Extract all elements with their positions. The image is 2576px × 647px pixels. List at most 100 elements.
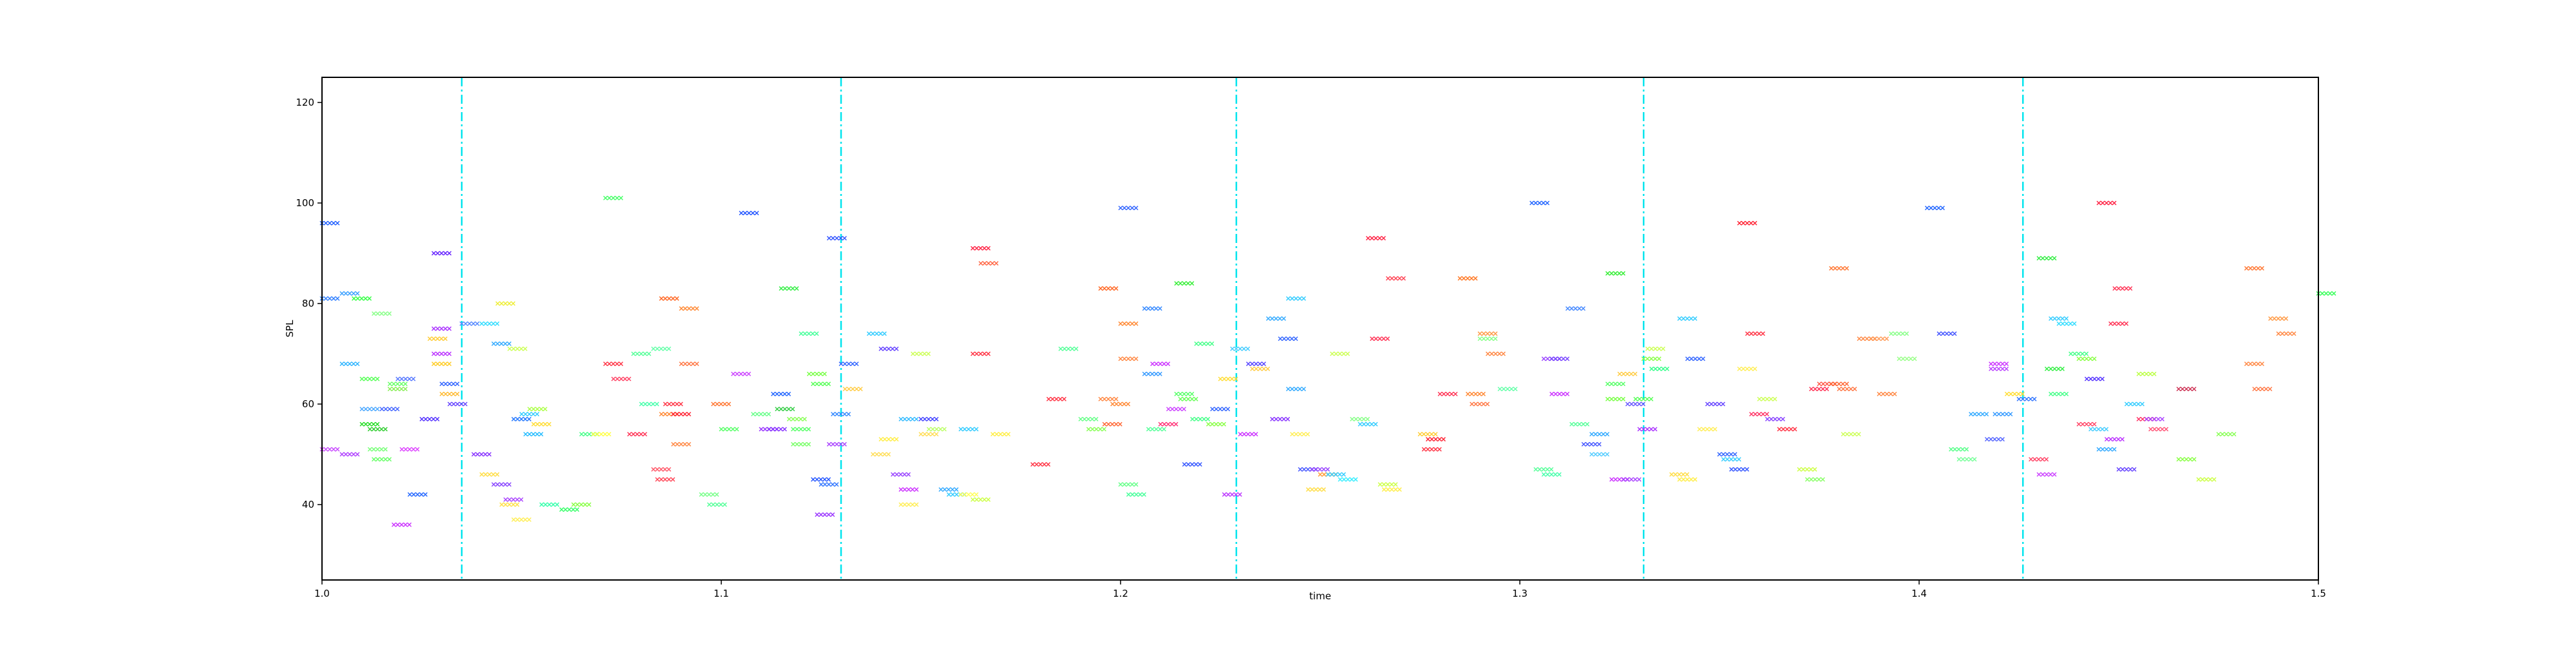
data-point bbox=[1637, 427, 1658, 432]
data-point bbox=[1549, 356, 1570, 362]
data-point bbox=[387, 387, 408, 392]
data-point bbox=[1993, 412, 2013, 417]
data-point bbox=[699, 492, 719, 497]
data-point bbox=[491, 341, 512, 346]
data-point bbox=[2096, 447, 2117, 452]
data-point bbox=[431, 326, 452, 331]
data-point bbox=[519, 412, 540, 417]
data-point bbox=[842, 387, 863, 392]
data-point bbox=[1565, 306, 1586, 311]
data-point bbox=[1110, 401, 1131, 407]
data-point bbox=[1250, 366, 1271, 371]
data-point bbox=[1477, 336, 1498, 342]
data-point bbox=[706, 502, 727, 507]
data-point bbox=[1757, 396, 1777, 401]
data-point bbox=[531, 421, 552, 427]
data-point bbox=[1581, 441, 1602, 447]
data-point bbox=[1633, 396, 1654, 401]
data-point bbox=[2049, 391, 2069, 396]
data-point bbox=[2252, 387, 2273, 392]
data-point bbox=[511, 517, 532, 522]
data-point bbox=[1146, 427, 1166, 432]
data-point bbox=[898, 487, 919, 492]
data-point bbox=[1677, 477, 1698, 482]
data-point bbox=[459, 321, 480, 326]
data-point bbox=[1984, 437, 2005, 442]
data-point bbox=[367, 447, 388, 452]
data-point bbox=[891, 472, 911, 477]
data-point bbox=[811, 477, 831, 482]
data-point bbox=[1190, 416, 1211, 421]
data-point bbox=[1265, 316, 1286, 321]
data-point bbox=[2036, 472, 2057, 477]
data-point bbox=[1158, 421, 1179, 427]
data-point bbox=[679, 362, 699, 367]
data-point bbox=[651, 467, 672, 472]
data-point bbox=[878, 346, 899, 351]
data-point bbox=[739, 211, 759, 216]
data-point bbox=[431, 251, 452, 256]
data-point bbox=[631, 351, 652, 356]
data-point bbox=[571, 502, 592, 507]
data-point bbox=[663, 401, 683, 407]
data-point bbox=[2076, 421, 2097, 427]
data-point bbox=[439, 391, 460, 396]
data-point bbox=[791, 441, 811, 447]
data-point bbox=[539, 502, 560, 507]
data-point bbox=[1310, 467, 1331, 472]
data-point bbox=[1641, 356, 1662, 362]
data-point bbox=[2004, 391, 2025, 396]
data-point bbox=[352, 296, 372, 301]
data-point bbox=[471, 452, 492, 457]
data-point bbox=[786, 416, 807, 421]
data-point bbox=[419, 416, 440, 421]
data-point bbox=[958, 427, 979, 432]
data-point bbox=[1649, 366, 1670, 371]
data-point bbox=[771, 391, 791, 396]
data-point bbox=[1118, 206, 1139, 211]
data-point bbox=[1030, 462, 1051, 467]
data-point bbox=[1956, 457, 1977, 462]
data-point bbox=[1098, 286, 1119, 291]
data-point bbox=[1829, 266, 1850, 271]
data-point bbox=[731, 371, 752, 376]
data-point bbox=[479, 472, 500, 477]
data-point bbox=[1765, 416, 1785, 421]
data-point bbox=[1210, 407, 1231, 412]
data-point bbox=[1937, 331, 1957, 336]
data-point bbox=[719, 427, 739, 432]
data-point bbox=[2069, 351, 2089, 356]
data-point bbox=[639, 401, 659, 407]
data-point bbox=[2316, 291, 2336, 296]
data-point bbox=[1737, 366, 1757, 371]
data-point bbox=[1837, 387, 1857, 392]
data-point bbox=[1182, 462, 1202, 467]
data-point bbox=[671, 441, 692, 447]
x-tick-label: 1.5 bbox=[2311, 588, 2326, 599]
data-point bbox=[2244, 266, 2264, 271]
x-tick-label: 1.2 bbox=[1113, 588, 1128, 599]
data-point bbox=[871, 452, 891, 457]
data-point bbox=[1078, 416, 1099, 421]
data-point bbox=[1381, 487, 1402, 492]
data-point bbox=[2108, 321, 2129, 326]
x-axis: 1.0 1.1 1.2 1.3 1.4 1.5 bbox=[314, 580, 2326, 599]
y-tick-label: 100 bbox=[296, 197, 314, 209]
data-point bbox=[775, 407, 795, 412]
data-point bbox=[499, 502, 520, 507]
data-point bbox=[679, 306, 699, 311]
data-point bbox=[831, 412, 851, 417]
data-point bbox=[2124, 401, 2145, 407]
data-point bbox=[1178, 396, 1198, 401]
data-point bbox=[611, 376, 632, 381]
data-point bbox=[1621, 477, 1642, 482]
data-point bbox=[1869, 336, 1889, 342]
data-point bbox=[339, 452, 360, 457]
data-point bbox=[1142, 306, 1162, 311]
data-point bbox=[898, 416, 919, 421]
data-point bbox=[1989, 366, 2009, 371]
data-point bbox=[2016, 396, 2037, 401]
data-point bbox=[1421, 447, 1442, 452]
